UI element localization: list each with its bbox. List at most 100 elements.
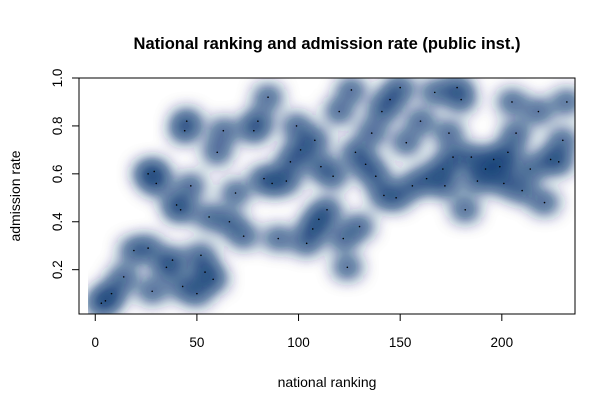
data-point [311,228,314,230]
data-point [442,168,444,170]
data-point [228,220,231,223]
data-point [208,216,210,218]
y-tick-label: 1.0 [50,69,65,88]
data-point [204,271,206,273]
data-point [405,141,408,144]
data-point [374,175,377,178]
data-point [411,185,414,187]
data-point [299,149,302,151]
data-point [133,249,135,252]
data-point [332,175,334,178]
data-point [271,182,273,185]
data-point [257,120,259,122]
data-point [200,254,202,257]
data-point [350,89,353,91]
data-point [234,192,237,194]
data-point [175,204,178,206]
data-point [364,163,367,166]
data-point [320,165,322,168]
data-point [338,110,340,113]
data-point [165,266,168,269]
y-tick-label: 0.6 [50,164,65,183]
plot-area [79,78,575,314]
data-point [147,247,149,249]
data-point [460,98,462,101]
data-point [185,120,188,122]
data-point [419,120,422,122]
data-point [267,96,269,98]
data-point [212,278,214,281]
data-point [277,237,280,240]
data-point [395,196,397,199]
data-point [104,300,107,302]
data-point [492,158,495,161]
y-tick-label: 0.4 [50,212,65,231]
data-point [342,237,345,240]
data-point [153,170,156,173]
data-point [181,285,184,288]
x-tick-label: 100 [287,335,310,350]
data-point [314,139,316,142]
data-point [196,292,198,295]
data-point [242,235,245,237]
data-point [543,201,546,204]
data-point [464,208,467,211]
data-point [389,98,391,101]
data-point [498,165,501,168]
data-point [295,125,298,127]
y-tick-label: 0.2 [50,260,65,279]
data-point [183,129,186,132]
data-point [253,129,255,132]
points-layer [100,86,568,305]
data-point [448,132,450,134]
data-point [521,189,523,192]
data-point [289,161,292,163]
data-point [370,132,373,134]
data-point [358,225,361,228]
data-point [285,180,288,182]
y-axis-label: admission rate [7,150,23,241]
data-point [537,110,540,113]
y-axis: 0.2 0.4 0.6 0.8 1.0 [50,69,80,279]
data-point [179,208,182,211]
data-point [444,185,446,187]
data-point [326,208,328,211]
data-point [171,259,174,261]
x-axis-label: national ranking [278,374,377,390]
data-point [549,158,552,161]
x-tick-label: 0 [92,335,100,350]
data-point [507,151,509,154]
data-point [147,173,149,175]
data-point [476,180,479,182]
data-point [484,168,487,170]
x-axis: 0 50 100 150 200 [92,313,514,350]
x-tick-label: 150 [389,335,412,350]
data-point [318,218,320,221]
density-blob [553,91,575,112]
chart-title: National ranking and admission rate (pub… [134,35,521,53]
data-point [346,266,349,269]
data-point [305,242,308,245]
data-point [383,194,385,197]
data-point [263,177,265,180]
data-point [503,182,505,185]
x-tick-label: 50 [189,335,204,350]
data-point [515,132,517,134]
data-point [425,177,428,180]
data-point [354,151,357,154]
data-point [562,139,564,142]
data-point [190,185,192,187]
x-tick-label: 200 [491,335,514,350]
data-point [122,276,125,278]
data-point [381,110,383,113]
data-point [110,292,113,295]
data-point [155,182,158,185]
data-point [529,168,532,170]
data-point [456,86,458,89]
y-tick-label: 0.8 [50,117,65,136]
data-point [151,290,153,293]
data-point [452,156,454,158]
data-point [470,156,473,158]
data-point [433,91,436,94]
